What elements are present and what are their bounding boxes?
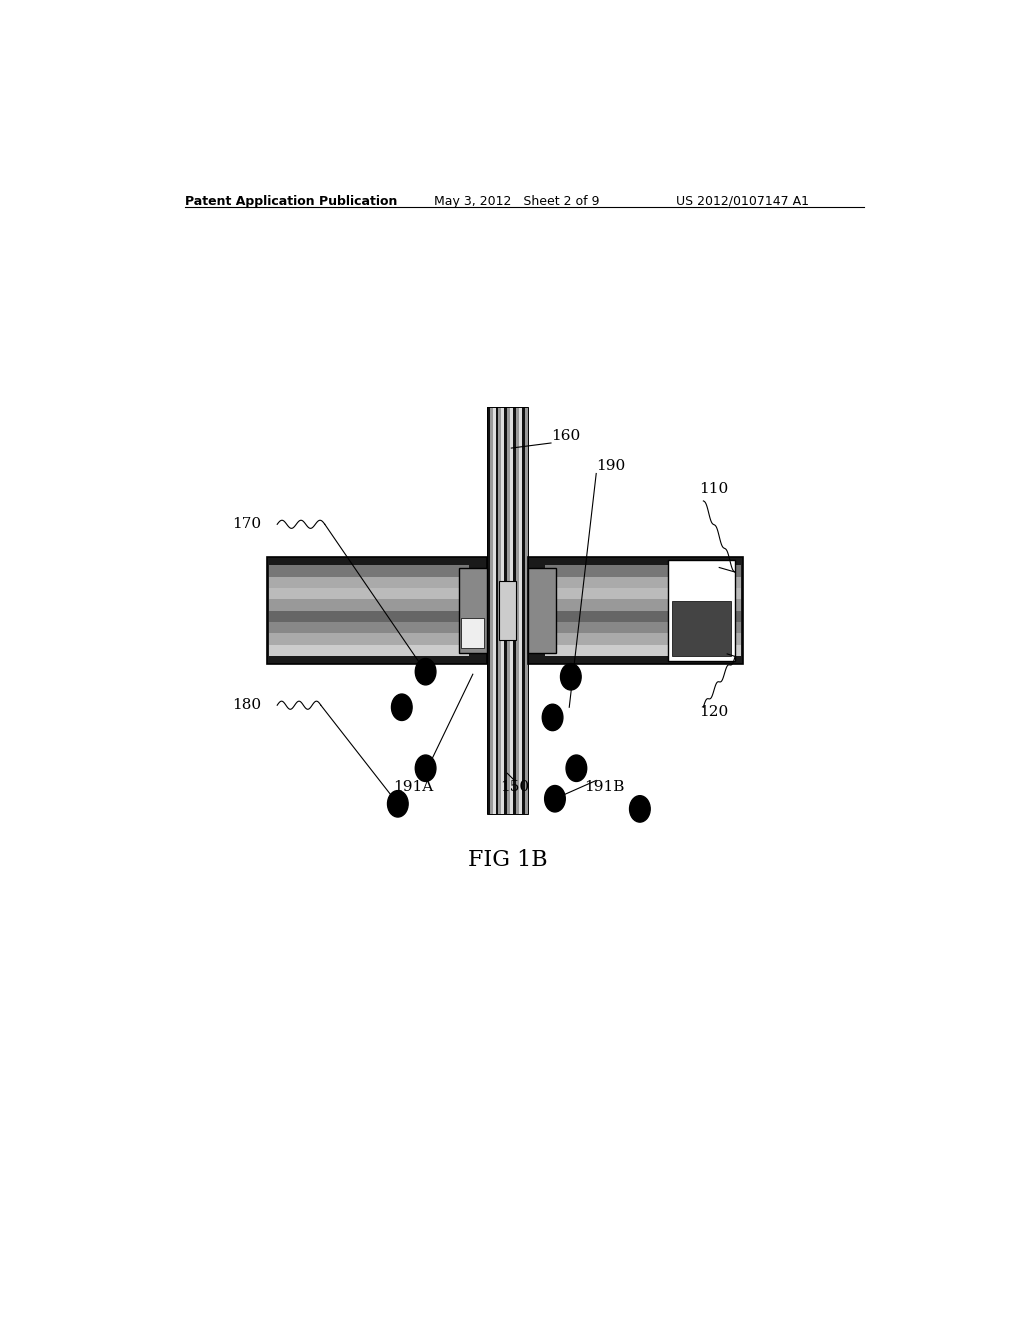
Bar [546,644,740,656]
Bar [502,408,505,814]
Bar [516,408,519,814]
Bar [510,408,513,814]
Text: May 3, 2012   Sheet 2 of 9: May 3, 2012 Sheet 2 of 9 [433,195,599,209]
Bar [493,408,496,814]
Text: 110: 110 [699,482,729,496]
Bar [499,581,516,640]
Bar [525,408,528,814]
Bar [269,577,469,589]
Circle shape [560,664,582,690]
Bar [546,565,740,577]
Bar [269,565,469,577]
Circle shape [543,704,563,731]
Text: US 2012/0107147 A1: US 2012/0107147 A1 [676,195,809,209]
Bar [461,619,484,648]
Circle shape [416,755,436,781]
Bar [459,568,486,653]
Text: FIG 1B: FIG 1B [468,849,547,871]
Text: Patent Application Publication: Patent Application Publication [185,195,397,209]
Bar [269,634,469,644]
Bar [505,408,507,814]
Bar [546,611,740,622]
Bar [269,622,469,634]
Bar [486,408,489,814]
Text: 160: 160 [551,429,581,444]
Bar [496,408,499,814]
Circle shape [545,785,565,812]
Circle shape [630,796,650,822]
Text: 191A: 191A [393,780,434,795]
Bar [546,589,740,599]
Bar [546,577,740,589]
Text: 150: 150 [500,780,529,795]
Bar [522,408,525,814]
Bar [668,561,735,661]
Circle shape [416,659,436,685]
Bar [528,568,556,653]
Bar [269,644,469,656]
Bar [672,601,731,656]
Bar [528,557,743,664]
Text: 170: 170 [232,517,261,532]
Circle shape [387,791,409,817]
Text: 120: 120 [699,705,729,719]
Circle shape [391,694,412,721]
Bar [499,408,502,814]
Bar [486,408,528,814]
Text: 180: 180 [232,698,261,713]
Bar [489,408,493,814]
Text: 190: 190 [596,459,626,474]
Bar [546,634,740,644]
Bar [269,589,469,599]
Bar [519,408,522,814]
Bar [507,408,510,814]
Bar [513,408,516,814]
Text: 191B: 191B [584,780,625,795]
Bar [546,599,740,611]
Circle shape [566,755,587,781]
Bar [269,599,469,611]
Bar [546,622,740,634]
Bar [269,611,469,622]
Bar [267,557,486,664]
